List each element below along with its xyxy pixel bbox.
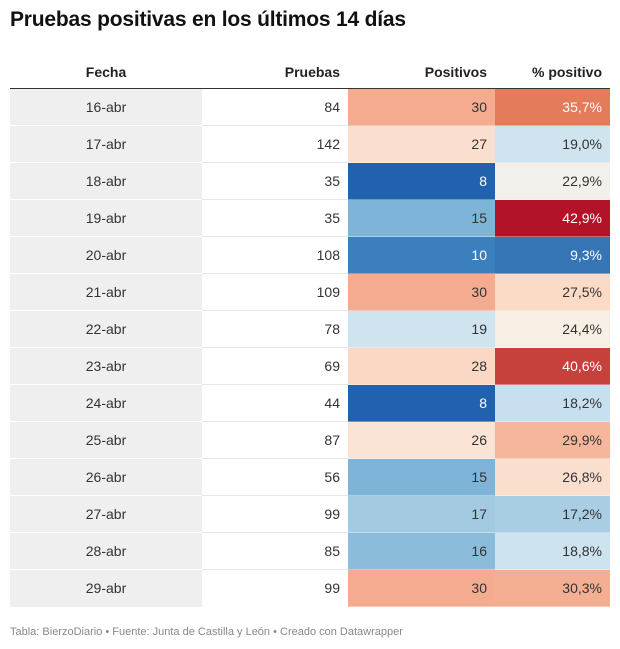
cell-pruebas: 108 <box>202 236 348 274</box>
cell-pruebas: 109 <box>202 273 348 311</box>
cell-fecha: 25-abr <box>10 421 202 459</box>
footer-credits: Tabla: BierzoDiario • Fuente: Junta de C… <box>10 626 403 638</box>
cell-fecha: 20-abr <box>10 236 202 274</box>
cell-positivos: 30 <box>348 273 495 311</box>
table-body: 16-abr 84 30 35,7% 17-abr 142 27 19,0% 18-abr 35 8… <box>10 88 610 607</box>
table-row: 19-abr 35 15 42,9% <box>10 199 610 237</box>
table-row: 29-abr 99 30 30,3% <box>10 569 610 607</box>
cell-pruebas: 87 <box>202 421 348 459</box>
cell-pruebas: 78 <box>202 310 348 348</box>
cell-fecha: 16-abr <box>10 88 202 126</box>
cell-positivos: 30 <box>348 88 495 126</box>
data-table: Fecha Pruebas Positivos % positivo 16-ab… <box>10 56 610 607</box>
cell-fecha: 27-abr <box>10 495 202 533</box>
header-pruebas[interactable]: Pruebas <box>202 56 348 89</box>
cell-pruebas: 44 <box>202 384 348 422</box>
cell-pruebas: 85 <box>202 532 348 570</box>
table-row: 24-abr 44 8 18,2% <box>10 384 610 422</box>
cell-pruebas: 35 <box>202 162 348 200</box>
header-fecha[interactable]: Fecha <box>10 56 202 89</box>
table-row: 26-abr 56 15 26,8% <box>10 458 610 496</box>
cell-positivos: 8 <box>348 162 495 200</box>
cell-pct-positivo: 24,4% <box>495 310 610 348</box>
cell-pct-positivo: 29,9% <box>495 421 610 459</box>
cell-pct-positivo: 18,2% <box>495 384 610 422</box>
cell-positivos: 17 <box>348 495 495 533</box>
cell-pct-positivo: 30,3% <box>495 569 610 607</box>
table-row: 22-abr 78 19 24,4% <box>10 310 610 348</box>
cell-positivos: 15 <box>348 458 495 496</box>
chart-title: Pruebas positivas en los últimos 14 días <box>10 8 406 31</box>
cell-pct-positivo: 22,9% <box>495 162 610 200</box>
cell-fecha: 21-abr <box>10 273 202 311</box>
cell-pct-positivo: 19,0% <box>495 125 610 163</box>
cell-pruebas: 56 <box>202 458 348 496</box>
cell-fecha: 24-abr <box>10 384 202 422</box>
table-row: 25-abr 87 26 29,9% <box>10 421 610 459</box>
cell-positivos: 10 <box>348 236 495 274</box>
header-row: Fecha Pruebas Positivos % positivo <box>10 56 610 89</box>
cell-pct-positivo: 27,5% <box>495 273 610 311</box>
cell-fecha: 19-abr <box>10 199 202 237</box>
cell-fecha: 29-abr <box>10 569 202 607</box>
cell-pct-positivo: 9,3% <box>495 236 610 274</box>
cell-positivos: 27 <box>348 125 495 163</box>
cell-pct-positivo: 18,8% <box>495 532 610 570</box>
cell-fecha: 28-abr <box>10 532 202 570</box>
cell-pct-positivo: 42,9% <box>495 199 610 237</box>
cell-positivos: 28 <box>348 347 495 385</box>
cell-fecha: 26-abr <box>10 458 202 496</box>
cell-positivos: 26 <box>348 421 495 459</box>
table-row: 28-abr 85 16 18,8% <box>10 532 610 570</box>
table-row: 17-abr 142 27 19,0% <box>10 125 610 163</box>
table-row: 27-abr 99 17 17,2% <box>10 495 610 533</box>
cell-pct-positivo: 26,8% <box>495 458 610 496</box>
cell-positivos: 15 <box>348 199 495 237</box>
cell-pruebas: 142 <box>202 125 348 163</box>
cell-positivos: 30 <box>348 569 495 607</box>
cell-positivos: 16 <box>348 532 495 570</box>
cell-fecha: 22-abr <box>10 310 202 348</box>
cell-pct-positivo: 35,7% <box>495 88 610 126</box>
cell-pruebas: 99 <box>202 495 348 533</box>
cell-fecha: 18-abr <box>10 162 202 200</box>
cell-pct-positivo: 40,6% <box>495 347 610 385</box>
table-row: 23-abr 69 28 40,6% <box>10 347 610 385</box>
cell-pruebas: 84 <box>202 88 348 126</box>
cell-pruebas: 99 <box>324 580 340 597</box>
cell-pruebas: 69 <box>202 347 348 385</box>
table-row: 18-abr 35 8 22,9% <box>10 162 610 200</box>
table-row: 21-abr 109 30 27,5% <box>10 273 610 311</box>
cell-positivos: 19 <box>348 310 495 348</box>
table-row: 16-abr 84 30 35,7% <box>10 88 610 126</box>
cell-fecha: 23-abr <box>10 347 202 385</box>
cell-pruebas: 35 <box>202 199 348 237</box>
cell-pct-positivo: 17,2% <box>495 495 610 533</box>
cell-positivos: 8 <box>348 384 495 422</box>
cell-fecha: 17-abr <box>10 125 202 163</box>
header-pct-positivo[interactable]: % positivo <box>495 56 610 89</box>
table-row: 20-abr 108 10 9,3% <box>10 236 610 274</box>
header-positivos[interactable]: Positivos <box>348 56 495 89</box>
